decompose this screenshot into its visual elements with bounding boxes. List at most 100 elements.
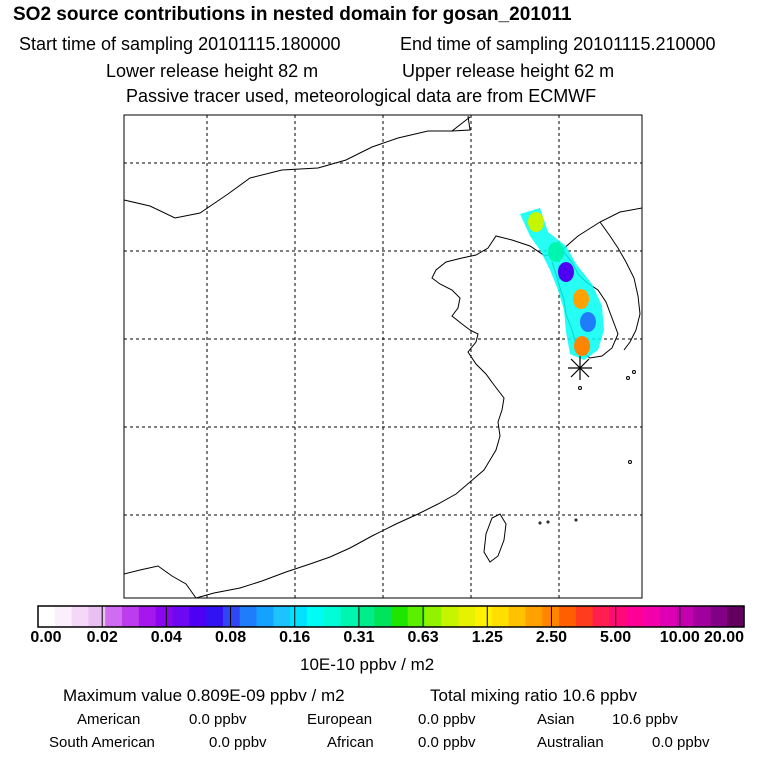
plume-cell [528, 212, 544, 232]
colorbar-cell [626, 606, 644, 627]
colorbar-tick-label: 0.63 [407, 629, 439, 646]
plume-cell [574, 336, 590, 356]
northeast-border [451, 115, 471, 132]
china-korea-border [195, 207, 643, 599]
colorbar-tick-label: 0.08 [214, 629, 247, 646]
colorbar-cell [391, 606, 409, 627]
colorbar-cell [643, 606, 661, 627]
colorbar-tick-label: 0.04 [150, 629, 182, 646]
colorbar-frame [37, 605, 745, 628]
colorbar-cell [323, 606, 342, 627]
max-value: Maximum value 0.809E-09 ppbv / m2 [63, 686, 345, 705]
start-time-label: Start time of sampling 20101115.180000 [19, 34, 341, 54]
colorbar-cell [105, 606, 123, 627]
colorbar-cells [38, 606, 745, 627]
colorbar-cell [189, 606, 207, 627]
colorbar-cell [374, 606, 392, 627]
colorbar-cell [525, 606, 543, 627]
colorbar-cell [54, 606, 73, 627]
american-value: 0.0 ppbv [189, 711, 247, 728]
colorbar-tick-label: 0.02 [86, 629, 118, 646]
korea-east-coast [599, 221, 641, 351]
colorbar-cell [340, 606, 358, 627]
colorbar-unit: 10E-10 ppbv / m2 [300, 655, 435, 674]
colorbar-cell [71, 606, 90, 627]
colorbar-cell [508, 606, 527, 627]
colorbar-cell [676, 606, 695, 627]
african-value: 0.0 ppbv [418, 734, 476, 751]
colorbar-cell [172, 606, 190, 627]
island [578, 386, 582, 390]
chart-title: SO2 source contributions in nested domai… [13, 4, 572, 25]
colorbar-cell [256, 606, 274, 627]
australian-value: 0.0 ppbv [652, 734, 710, 751]
colorbar-cell [306, 606, 325, 627]
map-gridlines [124, 115, 642, 598]
southwest-border [123, 565, 197, 599]
end-time-label: End time of sampling 20101115.210000 [400, 34, 716, 54]
colorbar-cell [239, 606, 258, 627]
colorbar-cell [727, 606, 745, 627]
south-american-value: 0.0 ppbv [209, 734, 267, 751]
colorbar-tick-label: 1.25 [471, 629, 503, 646]
lower-release-label: Lower release height 82 m [106, 61, 319, 81]
total-mixing-ratio: Total mixing ratio 10.6 ppbv [430, 686, 637, 705]
colorbar-cell [206, 606, 224, 627]
colorbar-cell [609, 606, 627, 627]
colorbar-tick-label: 0.31 [343, 629, 375, 646]
island [546, 520, 550, 524]
colorbar-cell [138, 606, 157, 627]
colorbar-tick-label: 10.00 [659, 629, 700, 646]
upper-release-label: Upper release height 62 m [402, 61, 615, 81]
colorbar-cell [491, 606, 510, 627]
tracer-note: Passive tracer used, meteorological data… [126, 86, 597, 106]
european-label: European [307, 711, 373, 728]
colorbar-cell [693, 606, 711, 627]
plume-cell [548, 242, 564, 262]
african-label: African [327, 734, 374, 751]
colorbar-cell [475, 606, 493, 627]
colorbar-cell [559, 606, 577, 627]
colorbar-cell [88, 606, 106, 627]
colorbar-cell [424, 606, 443, 627]
colorbar-cell [122, 606, 140, 627]
island [628, 460, 632, 464]
colorbar-cell [155, 606, 174, 627]
colorbar-cell [407, 606, 426, 627]
colorbar-cell [290, 606, 308, 627]
receptor-marker [568, 356, 592, 380]
colorbar-cell [222, 606, 241, 627]
colorbar-cell [592, 606, 611, 627]
asian-value: 10.6 ppbv [612, 711, 678, 728]
colorbar-cell [38, 606, 56, 627]
island [626, 376, 630, 380]
plume-layer [520, 208, 604, 360]
american-label: American [77, 711, 141, 728]
colorbar-tick-label: 2.50 [535, 629, 568, 646]
island [632, 370, 636, 374]
south-american-label: South American [49, 734, 155, 751]
colorbar-cell [273, 606, 291, 627]
colorbar-cell [357, 606, 375, 627]
colorbar-tick-label: 0.00 [30, 629, 62, 646]
colorbar-cell [710, 606, 728, 627]
island [538, 521, 542, 525]
asian-label: Asian [537, 711, 575, 728]
taiwan [483, 513, 507, 563]
colorbar-tick-label: 0.16 [279, 629, 311, 646]
mongolia-border [123, 116, 471, 219]
plume-cell [573, 289, 589, 309]
colorbar-cell [575, 606, 594, 627]
plume-cell [558, 262, 574, 282]
island [574, 518, 578, 522]
colorbar-cell [458, 606, 476, 627]
colorbar-cell [659, 606, 678, 627]
colorbar-tick-label: 5.00 [600, 629, 632, 646]
colorbar-tick-label: 20.00 [703, 629, 745, 646]
plume-cell [580, 312, 596, 332]
european-value: 0.0 ppbv [418, 711, 476, 728]
australian-label: Australian [537, 734, 604, 751]
colorbar-cell [441, 606, 459, 627]
